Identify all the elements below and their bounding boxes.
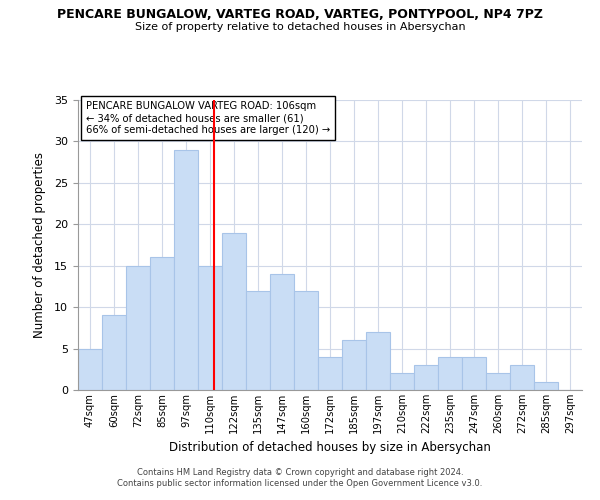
Bar	[270, 274, 294, 390]
Bar	[438, 357, 462, 390]
Bar	[78, 348, 102, 390]
Bar	[222, 232, 246, 390]
Bar	[246, 290, 270, 390]
Bar	[510, 365, 534, 390]
Text: PENCARE BUNGALOW VARTEG ROAD: 106sqm
← 34% of detached houses are smaller (61)
6: PENCARE BUNGALOW VARTEG ROAD: 106sqm ← 3…	[86, 102, 330, 134]
Text: Contains HM Land Registry data © Crown copyright and database right 2024.
Contai: Contains HM Land Registry data © Crown c…	[118, 468, 482, 487]
Bar	[414, 365, 438, 390]
Bar	[150, 258, 174, 390]
Bar	[294, 290, 318, 390]
Bar	[534, 382, 558, 390]
X-axis label: Distribution of detached houses by size in Abersychan: Distribution of detached houses by size …	[169, 442, 491, 454]
Bar	[486, 374, 510, 390]
Bar	[342, 340, 366, 390]
Bar	[366, 332, 390, 390]
Text: PENCARE BUNGALOW, VARTEG ROAD, VARTEG, PONTYPOOL, NP4 7PZ: PENCARE BUNGALOW, VARTEG ROAD, VARTEG, P…	[57, 8, 543, 20]
Bar	[102, 316, 126, 390]
Bar	[318, 357, 342, 390]
Bar	[126, 266, 150, 390]
Text: Size of property relative to detached houses in Abersychan: Size of property relative to detached ho…	[134, 22, 466, 32]
Y-axis label: Number of detached properties: Number of detached properties	[33, 152, 46, 338]
Bar	[198, 266, 222, 390]
Bar	[174, 150, 198, 390]
Bar	[462, 357, 486, 390]
Bar	[390, 374, 414, 390]
